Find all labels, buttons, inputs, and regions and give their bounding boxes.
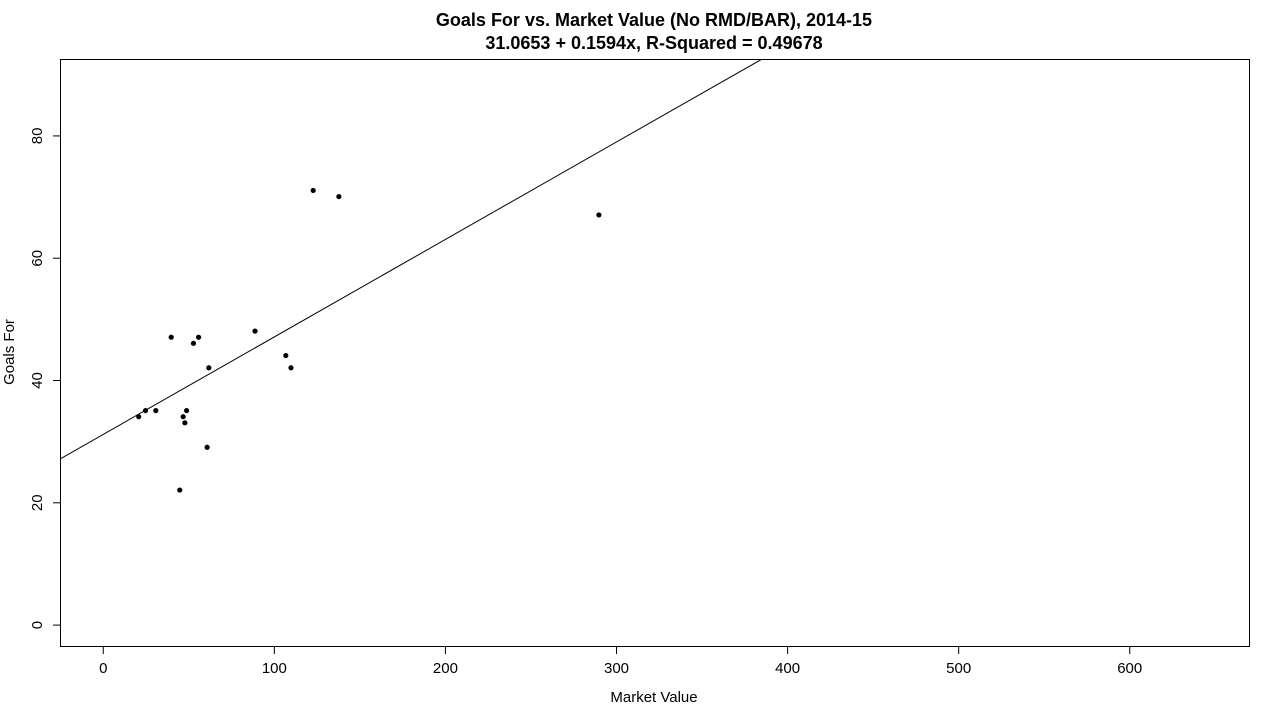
x-tick-label: 200 — [433, 660, 458, 677]
y-axis: 0 20 40 60 80 — [29, 128, 61, 629]
y-tick-label: 40 — [29, 372, 46, 389]
data-point — [206, 365, 212, 371]
x-tick-label: 0 — [99, 660, 107, 677]
data-point — [288, 365, 294, 371]
data-point — [336, 193, 342, 200]
data-point — [195, 334, 202, 340]
data-point — [180, 414, 186, 420]
data-point — [183, 407, 190, 414]
data-point — [136, 414, 142, 420]
x-axis-label: Market Value — [610, 689, 697, 706]
x-tick-label: 500 — [946, 660, 971, 677]
y-tick-label: 20 — [29, 494, 46, 511]
data-point — [177, 487, 183, 493]
y-tick-label: 80 — [29, 128, 46, 145]
x-tick-label: 100 — [262, 660, 287, 677]
plot-frame — [60, 59, 1250, 647]
regression-line — [60, 59, 764, 460]
y-tick-label: 0 — [29, 621, 46, 629]
data-point — [142, 407, 149, 414]
data-point — [204, 444, 210, 450]
y-tick-label: 60 — [29, 250, 46, 267]
data-point — [182, 420, 188, 426]
data-point — [283, 352, 289, 359]
data-point — [190, 340, 197, 346]
x-tick-label: 300 — [604, 660, 629, 677]
chart-title: Goals For vs. Market Value (No RMD/BAR),… — [436, 10, 872, 30]
data-point — [310, 187, 316, 194]
x-tick-label: 600 — [1117, 660, 1142, 677]
data-point — [168, 334, 174, 340]
chart-subtitle: 31.0653 + 0.1594x, R-Squared = 0.49678 — [485, 33, 822, 53]
x-axis: 0 100 200 300 400 500 600 — [99, 646, 1142, 677]
data-point — [596, 212, 602, 218]
plot-area — [60, 59, 764, 493]
x-tick-label: 400 — [775, 660, 800, 677]
data-point — [153, 407, 159, 414]
data-points — [136, 187, 602, 493]
data-point — [252, 328, 258, 334]
y-axis-label: Goals For — [1, 319, 18, 385]
